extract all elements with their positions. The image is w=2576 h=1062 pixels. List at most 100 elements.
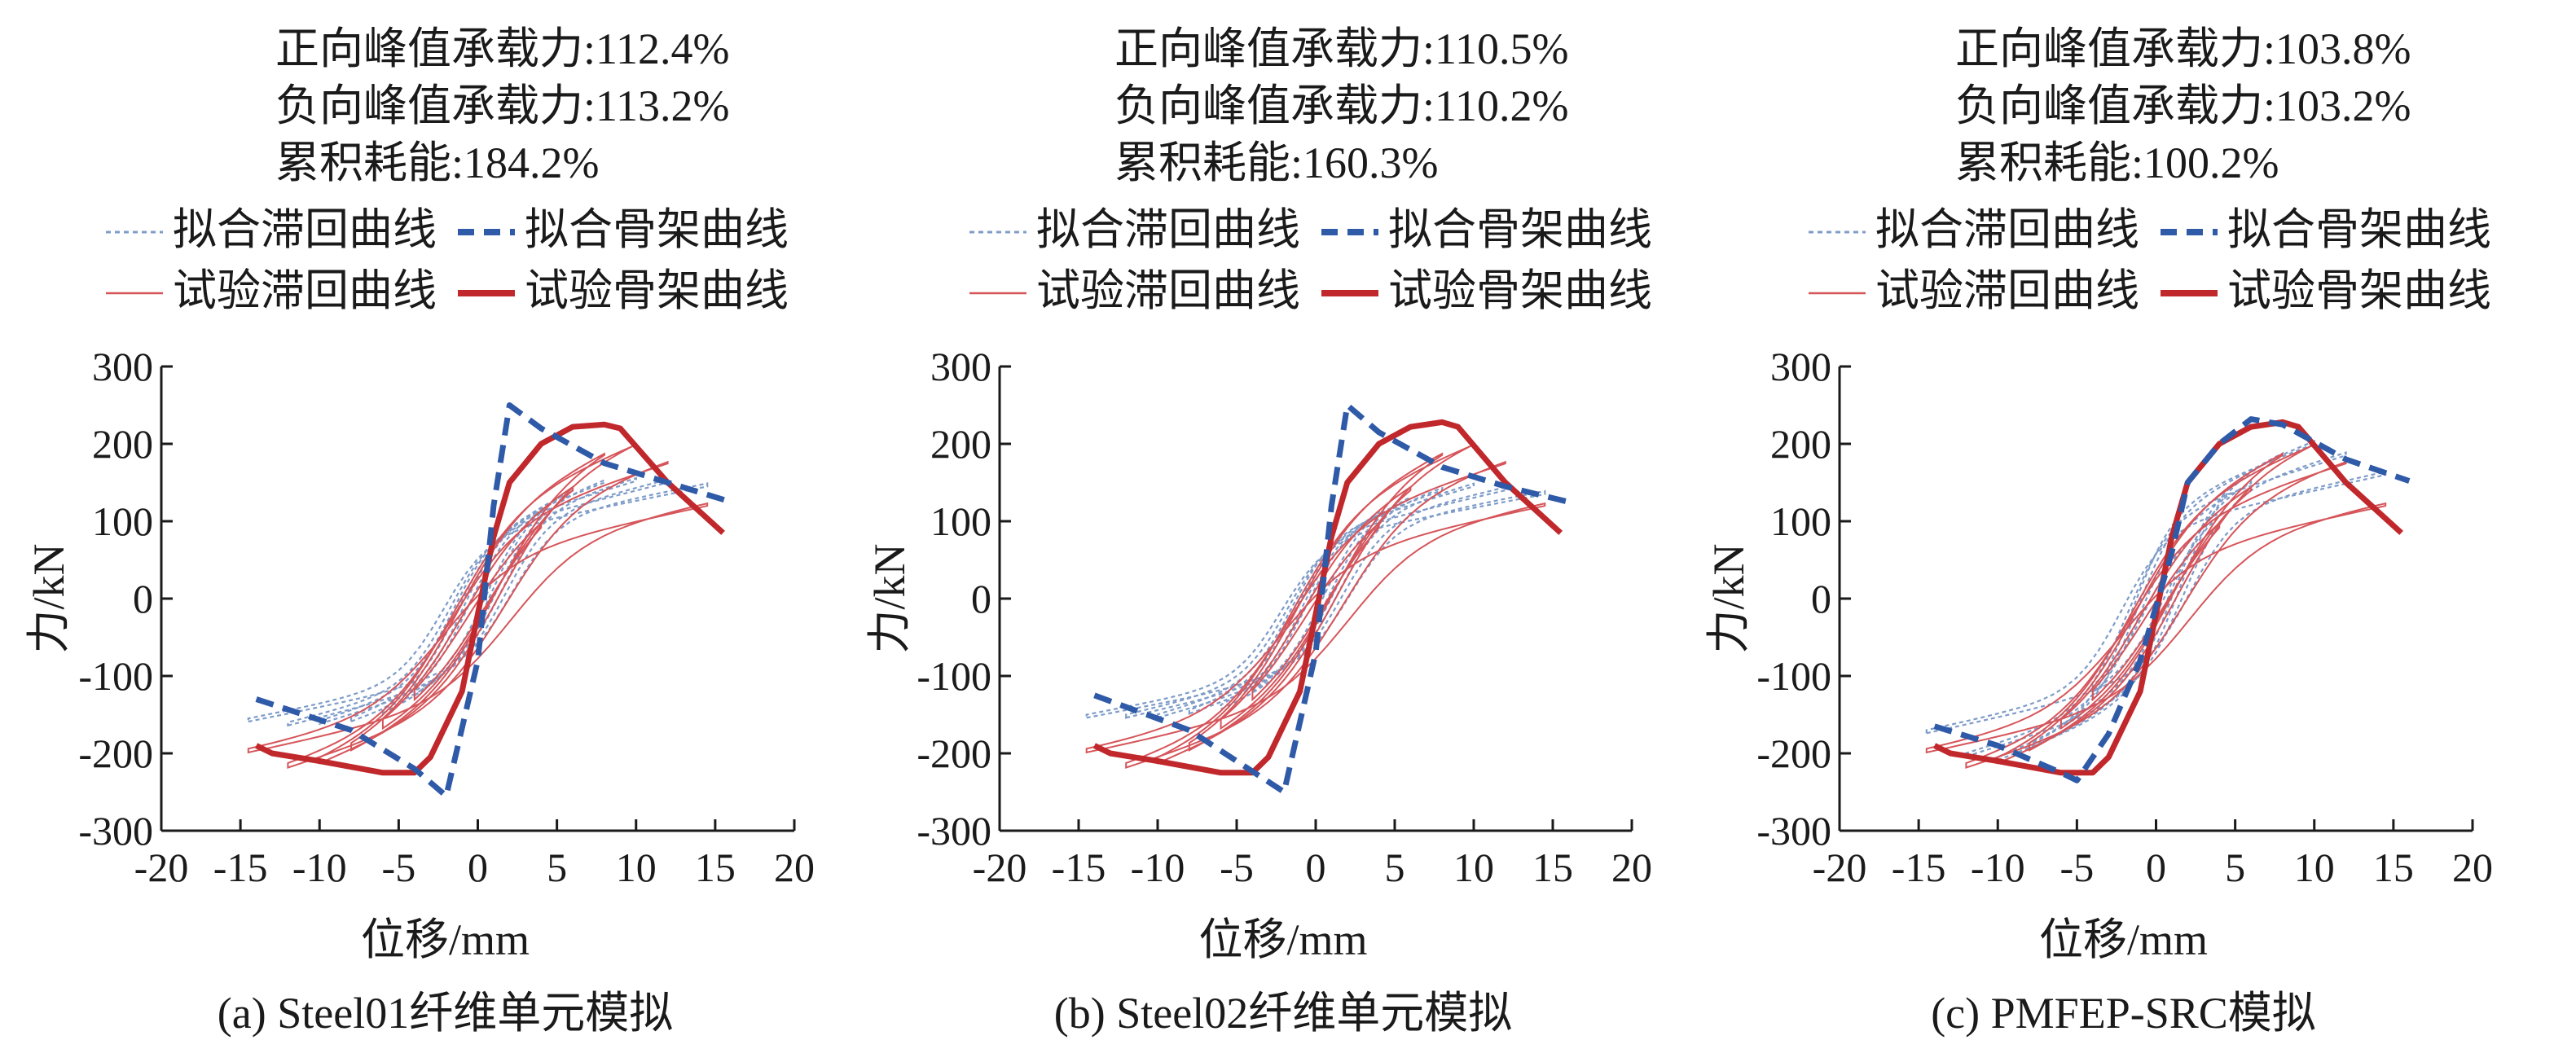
legend-label-fit-skeleton: 拟合骨架曲线 xyxy=(2227,205,2491,254)
test-skeleton-curve xyxy=(255,421,725,776)
x-axis-label: 位移/mm xyxy=(2039,915,2208,964)
x-tick-label: 5 xyxy=(547,845,567,890)
stat-line: 负向峰值承载力:110.2% xyxy=(1114,81,1568,130)
y-tick-label: -200 xyxy=(917,731,991,776)
y-tick-label: 300 xyxy=(930,344,991,389)
x-tick-label: 20 xyxy=(2452,845,2493,890)
legend-label-fit-hysteresis: 拟合滞回曲线 xyxy=(173,205,437,254)
x-tick-label: 0 xyxy=(2146,845,2166,890)
plot-area xyxy=(1925,416,2411,783)
y-tick-label: 100 xyxy=(92,498,153,544)
legend-label-test-hysteresis: 试验滞回曲线 xyxy=(1036,266,1300,315)
x-tick-label: 0 xyxy=(468,845,488,890)
fit-hysteresis-loop xyxy=(1997,439,2315,762)
test-hysteresis-loop xyxy=(1925,502,2387,754)
y-tick-label: 200 xyxy=(92,421,153,467)
x-tick-label: -20 xyxy=(973,845,1027,890)
x-tick-label: -5 xyxy=(382,845,416,890)
legend-label-fit-hysteresis: 拟合滞回曲线 xyxy=(1875,205,2139,254)
y-tick-label: 0 xyxy=(1811,576,1831,621)
legend-label-test-skeleton: 试验骨架曲线 xyxy=(2227,266,2491,315)
x-tick-label: -10 xyxy=(292,845,347,890)
y-tick-label: 300 xyxy=(1770,344,1831,389)
x-tick-label: 0 xyxy=(1306,845,1326,890)
y-tick-label: 100 xyxy=(930,498,991,544)
y-tick-label: 200 xyxy=(930,421,991,467)
stat-line: 负向峰值承载力:103.2% xyxy=(1955,81,2411,130)
stat-line: 正向峰值承载力:103.8% xyxy=(1955,24,2411,73)
panel-caption: (c) PMFEP-SRC模拟 xyxy=(1931,989,2316,1038)
fit-skeleton-curve xyxy=(1093,402,1570,795)
y-tick-label: 100 xyxy=(1770,498,1831,544)
x-tick-label: 20 xyxy=(1611,845,1652,890)
y-tick-label: 300 xyxy=(92,344,153,389)
legend-label-test-hysteresis: 试验滞回曲线 xyxy=(173,266,437,315)
legend-label-test-skeleton: 试验骨架曲线 xyxy=(525,266,789,315)
fit-hysteresis-loop xyxy=(1251,510,1380,694)
stat-line: 累积耗能:100.2% xyxy=(1955,138,2279,187)
y-tick-label: 200 xyxy=(1770,421,1831,467)
x-tick-label: 15 xyxy=(2373,845,2414,890)
x-tick-label: -20 xyxy=(1813,845,1867,890)
x-tick-label: 5 xyxy=(1385,845,1405,890)
plot-area xyxy=(1085,402,1570,795)
fit-hysteresis-loop xyxy=(1125,485,1506,719)
test-hysteresis-loop xyxy=(247,502,709,754)
y-tick-label: -100 xyxy=(78,653,153,699)
panel-caption: (a) Steel01纤维单元模拟 xyxy=(218,989,673,1038)
test-hysteresis-loop xyxy=(1085,502,1546,754)
plot-area xyxy=(247,402,732,799)
x-axis-label: 位移/mm xyxy=(1198,915,1367,964)
panel-caption: (b) Steel02纤维单元模拟 xyxy=(1054,989,1512,1038)
legend-label-fit-hysteresis: 拟合滞回曲线 xyxy=(1036,205,1300,254)
x-tick-label: -5 xyxy=(2060,845,2095,890)
legend-label-test-skeleton: 试验骨架曲线 xyxy=(1388,266,1652,315)
y-axis-label: 力/kN xyxy=(1704,544,1753,654)
y-tick-label: -100 xyxy=(917,653,991,699)
x-tick-label: -15 xyxy=(1052,845,1106,890)
chart-panel-3: 正向峰值承载力:103.8% 负向峰值承载力:103.2% 累积耗能:100.2% 拟… xyxy=(1704,24,2493,1038)
y-tick-label: -300 xyxy=(917,808,991,854)
x-tick-label: 10 xyxy=(2294,845,2335,890)
y-tick-label: -200 xyxy=(1756,731,1831,776)
x-tick-label: -10 xyxy=(1131,845,1185,890)
fit-skeleton-curve xyxy=(255,402,732,799)
fit-hysteresis-loop xyxy=(1085,489,1546,719)
y-axis-label: 力/kN xyxy=(24,544,73,654)
fit-hysteresis-loop xyxy=(247,482,709,723)
test-hysteresis-loop xyxy=(1965,460,2347,769)
x-tick-label: 10 xyxy=(1453,845,1494,890)
x-tick-label: -10 xyxy=(1971,845,2025,890)
test-hysteresis-loop xyxy=(350,452,605,752)
chart-panel-2: 正向峰值承载力:110.5% 负向峰值承载力:110.2% 累积耗能:160.3% 拟… xyxy=(865,24,1652,1038)
y-tick-label: -300 xyxy=(1756,808,1831,854)
legend-label-fit-skeleton: 拟合骨架曲线 xyxy=(1388,205,1652,254)
stat-line: 累积耗能:184.2% xyxy=(275,138,600,187)
x-tick-label: -15 xyxy=(1892,845,1946,890)
x-tick-label: -20 xyxy=(134,845,189,890)
stat-line: 正向峰值承载力:112.4% xyxy=(275,24,729,73)
x-tick-label: 15 xyxy=(695,845,736,890)
stat-line: 正向峰值承载力:110.5% xyxy=(1114,24,1568,73)
y-tick-label: -100 xyxy=(1756,653,1831,699)
legend-label-fit-skeleton: 拟合骨架曲线 xyxy=(525,205,789,254)
test-skeleton-curve xyxy=(1092,419,1563,776)
x-tick-label: -5 xyxy=(1220,845,1254,890)
x-tick-label: 5 xyxy=(2225,845,2245,890)
stat-line: 累积耗能:160.3% xyxy=(1114,138,1439,187)
y-tick-label: 0 xyxy=(133,576,153,621)
legend-label-test-hysteresis: 试验滞回曲线 xyxy=(1875,266,2139,315)
y-tick-label: -200 xyxy=(78,731,153,776)
x-tick-label: 10 xyxy=(616,845,657,890)
y-axis-label: 力/kN xyxy=(865,544,914,654)
x-tick-label: -15 xyxy=(213,845,268,890)
test-hysteresis-loop xyxy=(1125,460,1506,769)
x-axis-label: 位移/mm xyxy=(361,915,530,964)
test-hysteresis-loop xyxy=(2029,452,2284,752)
test-hysteresis-loop xyxy=(287,460,669,769)
chart-panel-1: 正向峰值承载力:112.4% 负向峰值承载力:113.2% 累积耗能:184.2% 拟… xyxy=(24,24,815,1038)
